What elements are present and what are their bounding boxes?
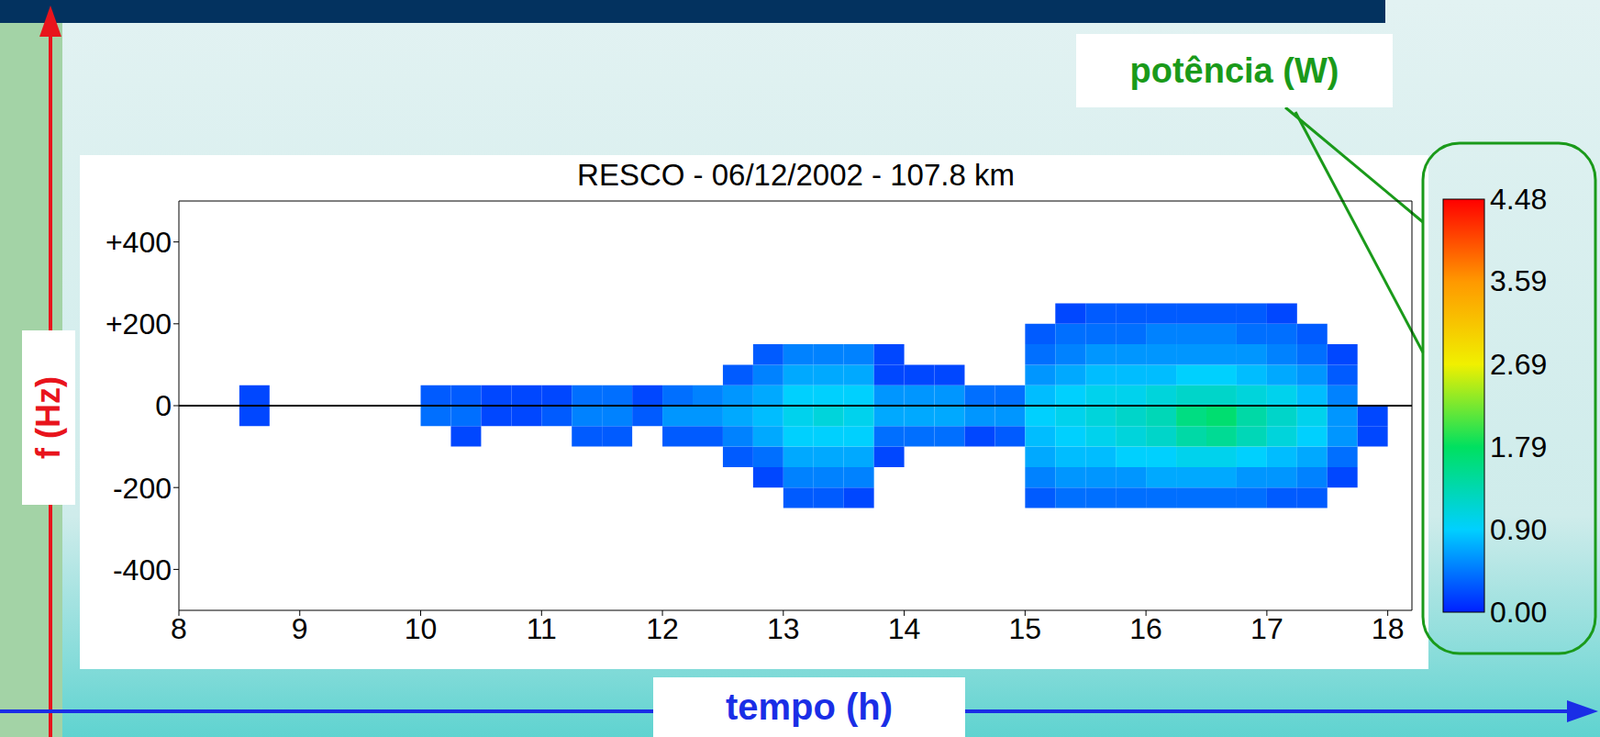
svg-text:12: 12 [645,611,679,645]
svg-text:4.48: 4.48 [1489,182,1547,216]
svg-text:-200: -200 [112,471,172,505]
svg-text:14: 14 [888,611,922,645]
svg-text:18: 18 [1371,611,1405,645]
svg-text:3.59: 3.59 [1489,264,1547,298]
html-text:f (Hz): f (Hz) [29,376,67,459]
svg-text:9: 9 [291,611,309,645]
svg-text:16: 16 [1129,611,1163,645]
svg-text:11: 11 [526,611,557,645]
svg-text:2.69: 2.69 [1489,347,1547,381]
svg-text:+200: +200 [105,307,172,341]
svg-text:0.90: 0.90 [1489,512,1547,546]
svg-text:0.00: 0.00 [1489,595,1547,629]
html-text:tempo (h): tempo (h) [725,686,893,727]
html-text:RESCO - 06/12/2002 - 107.8 km: RESCO - 06/12/2002 - 107.8 km [577,157,1015,192]
svg-text:1.79: 1.79 [1489,430,1547,464]
svg-text:17: 17 [1250,611,1284,645]
html-text:potência (W): potência (W) [1129,50,1339,90]
svg-text:15: 15 [1009,611,1043,645]
svg-text:10: 10 [404,611,438,645]
svg-text:+400: +400 [105,225,172,259]
svg-text:0: 0 [155,388,172,423]
svg-text:13: 13 [766,611,800,645]
svg-text:-400: -400 [112,553,172,587]
svg-text:8: 8 [170,611,188,645]
